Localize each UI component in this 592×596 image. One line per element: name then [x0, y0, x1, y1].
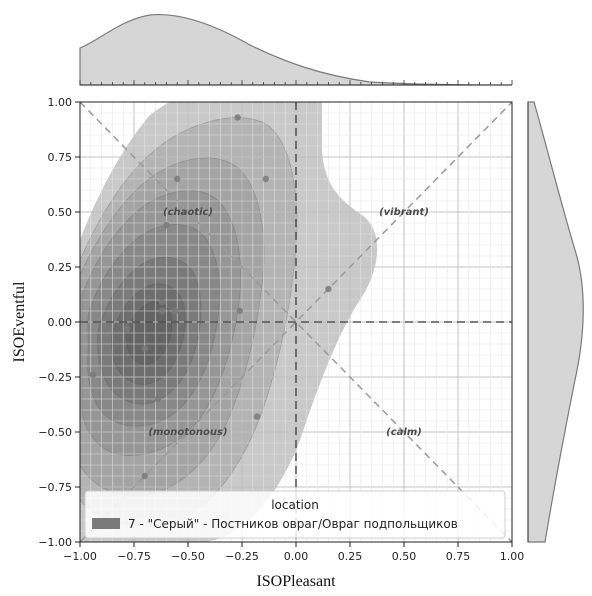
- top-marginal-density: [79, 13, 513, 86]
- data-point: [158, 307, 166, 315]
- x-tick-label: −0.25: [225, 550, 259, 563]
- right-marginal-density: [527, 101, 584, 543]
- data-point: [158, 299, 166, 306]
- data-point: [171, 307, 179, 315]
- data-point: [154, 395, 161, 403]
- y-tick-label: 0.75: [48, 151, 73, 164]
- top-marginal-kde: [79, 13, 513, 86]
- y-tick-label: 0.00: [48, 316, 73, 329]
- legend-entry: 7 - "Серый" - Постников овраг/Овраг подп…: [128, 517, 458, 531]
- data-point: [325, 285, 332, 293]
- diagonal-line-1: [80, 102, 512, 542]
- legend-swatch: [92, 518, 120, 529]
- y-tick-label: 0.50: [48, 206, 73, 219]
- top-marginal-ticks: [79, 80, 513, 85]
- quadrant-label: (vibrant): [379, 207, 429, 218]
- data-point: [163, 222, 170, 229]
- data-points: [89, 114, 332, 480]
- y-tick-label: 0.25: [48, 261, 73, 274]
- right-marginal-kde: [527, 101, 584, 543]
- legend-box: [84, 490, 506, 539]
- x-axis-ticks: −1.00 −0.75 −0.50 −0.25 0.00 0.25 0.50 0.75 1.00: [63, 542, 524, 563]
- data-point: [262, 175, 269, 183]
- quadrant-labels: (chaotic) (vibrant) (monotonous) (calm): [148, 207, 428, 438]
- x-tick-label: 0.75: [446, 550, 471, 563]
- y-tick-label: −0.75: [38, 481, 72, 494]
- y-tick-label: 1.00: [48, 96, 73, 109]
- y-tick-label: −1.00: [38, 536, 72, 549]
- x-tick-label: −1.00: [63, 550, 97, 563]
- x-tick-label: 0.00: [284, 550, 309, 563]
- reference-lines: [80, 102, 512, 542]
- x-axis-label: ISOPleasant: [256, 573, 336, 590]
- y-axis-ticks: −1.00 −0.75 −0.50 −0.25 0.00 0.25 0.50 0.75 1.00: [38, 96, 80, 549]
- x-tick-label: 1.00: [500, 550, 525, 563]
- y-tick-label: −0.50: [38, 426, 72, 439]
- data-point: [141, 472, 148, 480]
- x-tick-label: −0.50: [171, 550, 205, 563]
- diagonal-line-2: [80, 102, 512, 542]
- quadrant-label: (calm): [386, 427, 422, 438]
- legend: location 7 - "Серый" - Постников овраг/О…: [84, 490, 506, 539]
- data-point: [236, 307, 244, 315]
- data-point: [234, 114, 241, 121]
- data-point: [174, 175, 181, 183]
- data-point: [89, 371, 97, 378]
- quadrant-label: (monotonous): [148, 427, 227, 438]
- quadrant-label: (chaotic): [163, 207, 213, 218]
- x-tick-label: 0.25: [338, 550, 363, 563]
- y-tick-label: −0.25: [38, 371, 72, 384]
- legend-title: location: [271, 498, 319, 512]
- data-point: [141, 345, 148, 352]
- main-plot: (chaotic) (vibrant) (monotonous) (calm) −1.…: [38, 96, 524, 563]
- x-tick-label: 0.50: [392, 550, 417, 563]
- data-point: [124, 325, 131, 332]
- data-point: [253, 413, 261, 420]
- x-tick-label: −0.75: [117, 550, 151, 563]
- y-axis-label: ISOEventful: [11, 281, 28, 362]
